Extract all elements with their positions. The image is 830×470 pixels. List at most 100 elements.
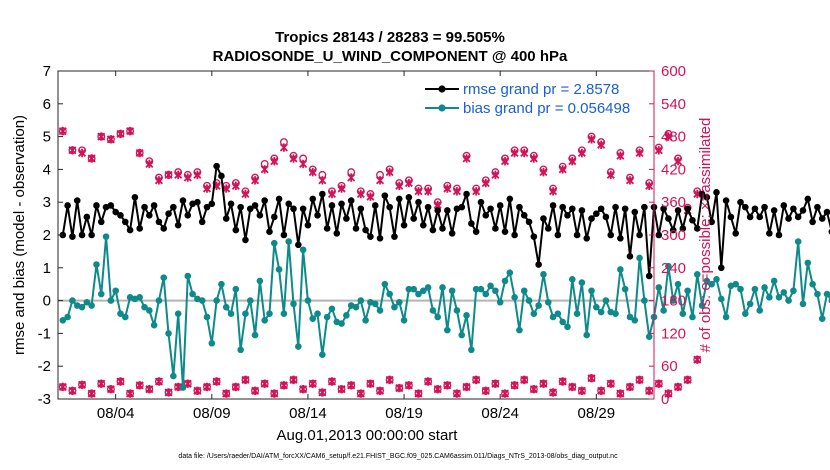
rmse-data-point: [794, 213, 802, 221]
rmse-data-point: [525, 218, 533, 226]
bias-data-point: [487, 282, 494, 290]
rmse-data-point: [242, 236, 249, 244]
y-right-tick-label: 180: [661, 293, 686, 310]
bias-data-point: [251, 331, 259, 339]
bias-data-point: [583, 331, 591, 339]
bias-data-point: [112, 287, 119, 295]
obs-assimilated-marker: [433, 384, 442, 394]
bias-data-point: [804, 259, 812, 267]
rmse-data-point: [237, 203, 244, 211]
bias-data-point: [155, 297, 163, 304]
rmse-data-point: [660, 205, 667, 213]
bias-data-point: [655, 284, 663, 291]
obs-assimilated-marker: [443, 184, 452, 193]
bias-data-point: [477, 285, 485, 293]
rmse-data-point: [112, 208, 119, 216]
bias-data-point: [256, 277, 264, 285]
bias-data-point: [809, 280, 816, 288]
rmse-data-point: [814, 203, 821, 211]
rmse-data-point: [146, 212, 153, 219]
obs-assimilated-marker: [356, 189, 365, 199]
rmse-data-point: [208, 200, 216, 208]
bias-data-point: [270, 239, 278, 247]
bias-data-point: [540, 271, 547, 278]
rmse-data-point: [737, 198, 744, 206]
rmse-data-point: [727, 213, 735, 221]
obs-assimilated-marker: [375, 176, 385, 185]
rmse-data-point: [559, 203, 566, 211]
rmse-data-point: [285, 200, 293, 208]
rmse-data-point: [439, 225, 446, 232]
rmse-data-point: [785, 215, 792, 222]
bias-data-point: [376, 307, 384, 314]
obs-assimilated-marker: [664, 389, 673, 398]
bias-data-point: [530, 310, 538, 318]
rmse-data-point: [756, 213, 764, 221]
rmse-data-point: [314, 212, 321, 219]
rmse-data-point: [121, 218, 129, 226]
rmse-data-point: [717, 264, 725, 272]
bias-data-point: [410, 285, 417, 293]
x-tick-label: 08/09: [193, 405, 231, 422]
bias-data-point: [780, 289, 788, 296]
rmse-data-point: [501, 228, 509, 236]
obs-assimilated-marker: [145, 384, 154, 394]
obs-assimilated-marker: [673, 157, 683, 166]
y-left-tick-label: 1: [43, 260, 51, 277]
bias-data-point: [732, 280, 740, 288]
rmse-data-point: [270, 213, 278, 221]
obs-assimilated-marker: [645, 181, 654, 190]
obs-assimilated-marker: [616, 151, 625, 160]
obs-assimilated-marker: [68, 146, 77, 155]
rmse-data-point: [179, 197, 187, 204]
data-file-footer: data file: /Users/raeder/DAI/ATM_forcXX/…: [178, 453, 618, 460]
bias-data-point: [549, 313, 557, 321]
bias-data-point: [439, 284, 446, 291]
rmse-data-point: [213, 162, 220, 170]
rmse-data-point: [160, 225, 168, 232]
bias-data-point: [520, 287, 528, 295]
obs-assimilated-marker: [472, 375, 481, 385]
obs-assimilated-marker: [395, 181, 404, 190]
bias-data-point: [636, 254, 643, 262]
obs-assimilated-marker: [347, 173, 356, 182]
obs-assimilated-marker: [625, 176, 635, 185]
obs-assimilated-marker: [481, 386, 490, 395]
y-axis-right-label: # of obs: o=possible; ×=assimilated: [697, 118, 714, 353]
bias-data-point: [525, 297, 533, 304]
rmse-data-point: [722, 197, 730, 204]
rmse-data-point: [487, 205, 494, 213]
rmse-data-point: [218, 172, 225, 180]
bias-data-point: [107, 297, 115, 304]
bias-data-point: [174, 310, 182, 318]
legend-bias-label: bias grand pr = 0.056498: [463, 100, 630, 117]
rmse-data-point: [429, 226, 437, 234]
rmse-data-point: [804, 195, 812, 203]
bias-data-point: [83, 298, 91, 306]
rmse-data-point: [568, 205, 576, 213]
bias-data-point: [266, 310, 273, 318]
rmse-data-point: [458, 203, 466, 211]
bias-data-point: [184, 272, 192, 280]
rmse-data-point: [708, 218, 715, 226]
bias-data-point: [703, 277, 711, 285]
bias-data-point: [275, 266, 283, 273]
bias-data-point: [352, 303, 360, 311]
bias-data-point: [232, 285, 240, 293]
obs-assimilated-marker: [385, 167, 394, 177]
rmse-data-point: [506, 195, 514, 203]
obs-assimilated-marker: [299, 159, 308, 169]
rmse-data-point: [376, 234, 384, 242]
rmse-data-point: [544, 225, 552, 232]
obs-assimilated-marker: [452, 187, 461, 196]
obs-assimilated-marker: [683, 375, 692, 385]
obs-assimilated-marker: [424, 187, 433, 196]
bias-data-point: [689, 313, 696, 321]
bias-data-point: [97, 290, 105, 298]
bias-data-point: [823, 290, 830, 298]
obs-assimilated-marker: [308, 167, 317, 177]
obs-assimilated-marker: [385, 375, 394, 385]
obs-assimilated-marker: [270, 157, 279, 166]
rmse-data-point: [203, 203, 211, 211]
